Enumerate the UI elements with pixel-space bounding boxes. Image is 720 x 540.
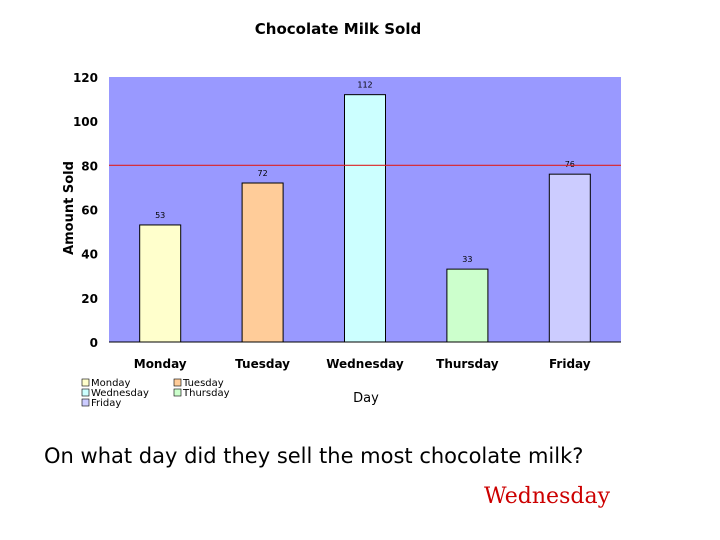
- data-label-wednesday: 112: [357, 81, 372, 90]
- x-tick-label-thursday: Thursday: [436, 357, 499, 371]
- y-tick-label-2: 40: [81, 248, 98, 262]
- legend-label-thursday: Thursday: [182, 388, 230, 399]
- legend-label-tuesday: Tuesday: [182, 378, 224, 389]
- x-tick-label-wednesday: Wednesday: [326, 357, 404, 371]
- bar-chart: 0 20 40 60 80 100 120 Amount Sold 53 Monday 72 Tues…: [62, 71, 621, 409]
- legend-swatch-friday: [81, 398, 90, 407]
- data-label-thursday: 33: [462, 255, 472, 264]
- data-label-friday: 76: [565, 160, 575, 169]
- legend-label-wednesday: Wednesday: [91, 388, 149, 399]
- x-tick-label-monday: Monday: [134, 357, 187, 371]
- x-axis-label: Day: [353, 391, 379, 406]
- bar-wednesday: [344, 94, 386, 343]
- x-tick-label-friday: Friday: [549, 357, 591, 371]
- legend-swatch-tuesday: [173, 378, 182, 387]
- x-tick-label-tuesday: Tuesday: [235, 357, 290, 371]
- y-tick-label-6: 120: [73, 71, 98, 85]
- answer-text: Wednesday: [483, 484, 610, 509]
- question-text: On what day did they sell the most choco…: [44, 444, 584, 468]
- y-axis-label: Amount Sold: [62, 161, 77, 255]
- bar-monday: [139, 224, 182, 343]
- y-tick-label-3: 60: [81, 204, 98, 218]
- data-label-tuesday: 72: [258, 169, 268, 178]
- legend-label-friday: Friday: [91, 398, 121, 409]
- legend-swatch-monday: [81, 378, 90, 387]
- bar-thursday: [446, 268, 489, 343]
- legend-label-monday: Monday: [91, 378, 131, 389]
- bar-friday: [548, 173, 591, 343]
- y-tick-label-4: 80: [81, 159, 98, 173]
- bar-tuesday: [241, 182, 284, 343]
- data-label-monday: 53: [155, 211, 165, 220]
- legend-swatch-thursday: [173, 388, 182, 397]
- y-tick-label-1: 20: [81, 292, 98, 306]
- legend-swatch-wednesday: [81, 388, 90, 397]
- y-tick-label-0: 0: [90, 336, 98, 350]
- y-tick-label-5: 100: [73, 115, 98, 129]
- chart-title: Chocolate Milk Sold: [254, 20, 422, 38]
